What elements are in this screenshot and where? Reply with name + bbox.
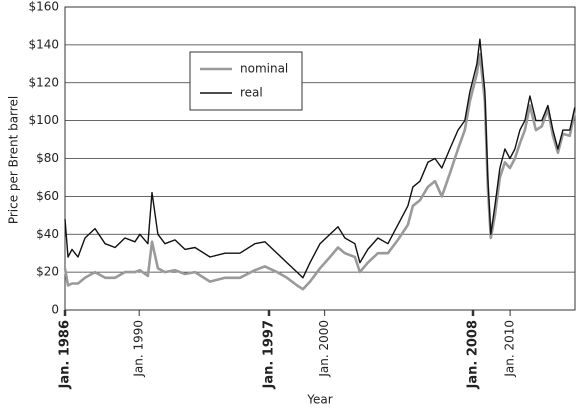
legend-label: real (240, 86, 263, 100)
x-tick-label: Jan. 2000 (317, 320, 331, 378)
y-tick-label: 0 (51, 303, 59, 317)
y-tick-label: $120 (28, 75, 59, 89)
line-nominal (63, 53, 577, 291)
plot-frame (64, 6, 576, 311)
y-tick-label: $20 (36, 265, 59, 279)
y-tick-label: $100 (28, 113, 59, 127)
x-tick-label: Jan. 1997 (262, 320, 277, 390)
legend-box (189, 51, 303, 111)
y-tick-label: $80 (36, 151, 59, 165)
y-axis-label: Price per Brent barrel (7, 96, 21, 224)
legend-label: nominal (240, 62, 288, 76)
x-axis-label: Year (306, 393, 332, 407)
x-tick-label: Jan. 1986 (58, 320, 73, 390)
x-tick-label: Jan. 2010 (503, 320, 517, 378)
x-tick-label: Jan. 1990 (132, 320, 146, 378)
y-tick-label: $60 (36, 189, 59, 203)
y-tick-label: $40 (36, 227, 59, 241)
line-real (64, 38, 576, 279)
x-tick-label: Jan. 2008 (466, 320, 481, 390)
y-tick-label: $140 (28, 37, 59, 51)
y-tick-label: $160 (28, 0, 59, 14)
